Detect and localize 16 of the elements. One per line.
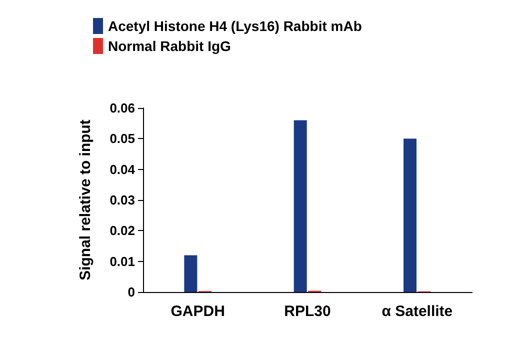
y-axis-title: Signal relative to input xyxy=(77,120,94,280)
x-tick-label: GAPDH xyxy=(170,303,225,320)
y-tick-label: 0.04 xyxy=(110,162,136,177)
bar xyxy=(404,138,417,292)
y-tick-label: 0.01 xyxy=(110,254,135,269)
x-tick-label: RPL30 xyxy=(284,303,331,320)
legend-label: Acetyl Histone H4 (Lys16) Rabbit mAb xyxy=(108,18,362,34)
y-tick-label: 0.02 xyxy=(110,223,135,238)
bar xyxy=(294,120,307,292)
x-tick-label: α Satellite xyxy=(382,303,453,320)
y-tick-label: 0.03 xyxy=(110,192,135,208)
y-tick-label: 0.05 xyxy=(110,131,135,146)
bar xyxy=(184,255,198,292)
y-tick-label: 0 xyxy=(128,284,135,300)
y-tick-label: 0.06 xyxy=(110,100,135,116)
legend-label: Normal Rabbit IgG xyxy=(108,38,232,54)
